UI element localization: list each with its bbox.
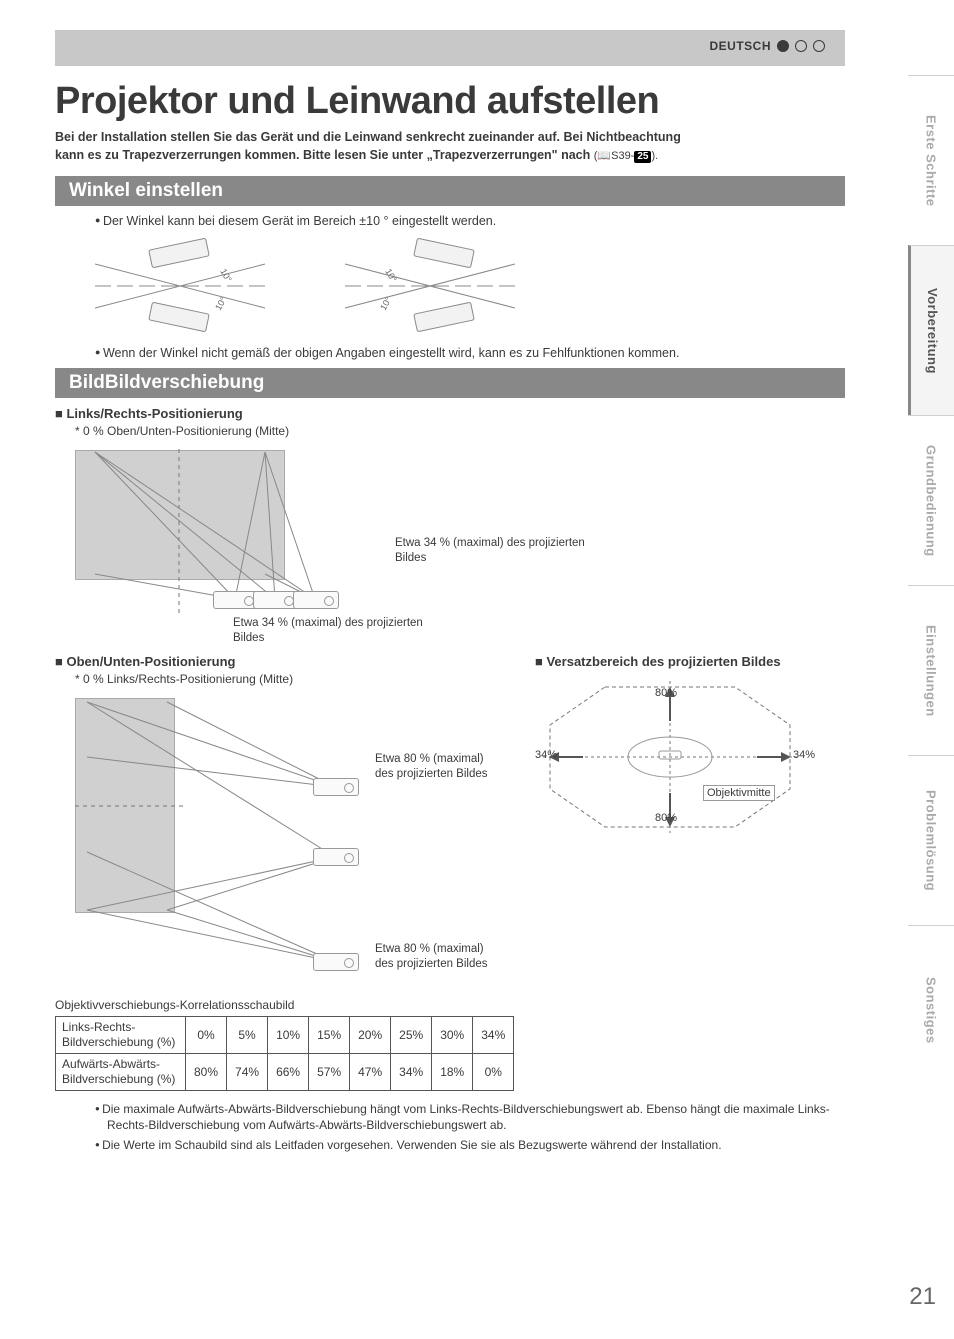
svg-text:10°: 10° — [218, 267, 234, 284]
language-indicator: DEUTSCH — [709, 39, 825, 53]
section-angle-heading: Winkel einstellen — [55, 176, 845, 206]
lr-label-bottom: Etwa 34 % (maximal) des projizierten Bil… — [233, 616, 433, 646]
angle-bullet-1: Der Winkel kann bei diesem Gerät im Bere… — [55, 214, 845, 228]
tab-grundbedienung[interactable]: Grundbedienung — [908, 415, 954, 585]
range-top: 80% — [655, 687, 677, 699]
lr-diagram: Etwa 34 % (maximal) des projizierten Bil… — [75, 444, 845, 644]
lr-note: * 0 % Oben/Unten-Positionierung (Mitte) — [75, 424, 845, 438]
shift-table: Links-Rechts-Bildverschiebung (%) 0% 5% … — [55, 1016, 514, 1091]
intro-text: Bei der Installation stellen Sie das Ger… — [55, 129, 845, 164]
angle-diagram: 10° 10° 10° 10° — [95, 236, 845, 336]
footnotes: Die maximale Aufwärts-Abwärts-Bildversch… — [55, 1101, 845, 1154]
table-caption: Objektivverschiebungs-Korrelationsschaub… — [55, 998, 845, 1012]
header-bar: DEUTSCH — [55, 30, 845, 66]
svg-text:10°: 10° — [378, 295, 394, 312]
svg-text:10°: 10° — [213, 295, 229, 312]
tab-sonstiges[interactable]: Sonstiges — [908, 925, 954, 1095]
range-left: 34% — [535, 749, 557, 761]
range-heading: Versatzbereich des projizierten Bildes — [535, 654, 845, 669]
tab-problemloesung[interactable]: Problemlösung — [908, 755, 954, 925]
ud-label-top: Etwa 80 % (maximal) des projizierten Bil… — [375, 752, 505, 782]
intro-ref: (📖S39-25). — [594, 150, 658, 162]
language-label: DEUTSCH — [709, 39, 771, 53]
section-shift-heading: BildBildverschiebung — [55, 368, 845, 398]
page-number: 21 — [909, 1283, 936, 1311]
range-center: Objektivmitte — [703, 785, 775, 801]
tab-vorbereitung[interactable]: Vorbereitung — [908, 245, 954, 415]
intro-line2: kann es zu Trapezverzerrungen kommen. Bi… — [55, 148, 590, 162]
lr-heading: Links/Rechts-Positionierung — [55, 406, 845, 421]
table-row: Aufwärts-Abwärts-Bildverschiebung (%) 80… — [56, 1054, 514, 1091]
ud-diagram: Etwa 80 % (maximal) des projizierten Bil… — [75, 692, 505, 982]
footnote-1: Die maximale Aufwärts-Abwärts-Bildversch… — [55, 1101, 845, 1133]
ud-label-bottom: Etwa 80 % (maximal) des projizierten Bil… — [375, 942, 505, 972]
ud-note: * 0 % Links/Rechts-Positionierung (Mitte… — [75, 672, 505, 686]
angle-bullet-2: Wenn der Winkel nicht gemäß der obigen A… — [55, 346, 845, 360]
lang-dot-3 — [813, 40, 825, 52]
row1-label: Links-Rechts-Bildverschiebung (%) — [56, 1017, 186, 1054]
side-tabs: Erste Schritte Vorbereitung Grundbedienu… — [908, 75, 954, 1095]
range-right: 34% — [793, 749, 815, 761]
range-bottom: 80% — [655, 812, 677, 824]
page-title: Projektor und Leinwand aufstellen — [55, 80, 845, 123]
lr-label-top: Etwa 34 % (maximal) des projizierten Bil… — [395, 536, 595, 566]
lang-dot-2 — [795, 40, 807, 52]
range-diagram: 80% 80% 34% 34% Objektivmitte — [535, 677, 845, 847]
svg-text:10°: 10° — [383, 267, 399, 284]
row2-label: Aufwärts-Abwärts-Bildverschiebung (%) — [56, 1054, 186, 1091]
table-row: Links-Rechts-Bildverschiebung (%) 0% 5% … — [56, 1017, 514, 1054]
ud-heading: Oben/Unten-Positionierung — [55, 654, 505, 669]
footnote-2: Die Werte im Schaubild sind als Leitfade… — [55, 1137, 845, 1153]
tab-einstellungen[interactable]: Einstellungen — [908, 585, 954, 755]
intro-line1: Bei der Installation stellen Sie das Ger… — [55, 130, 681, 144]
tab-erste-schritte[interactable]: Erste Schritte — [908, 75, 954, 245]
lang-dot-1 — [777, 40, 789, 52]
